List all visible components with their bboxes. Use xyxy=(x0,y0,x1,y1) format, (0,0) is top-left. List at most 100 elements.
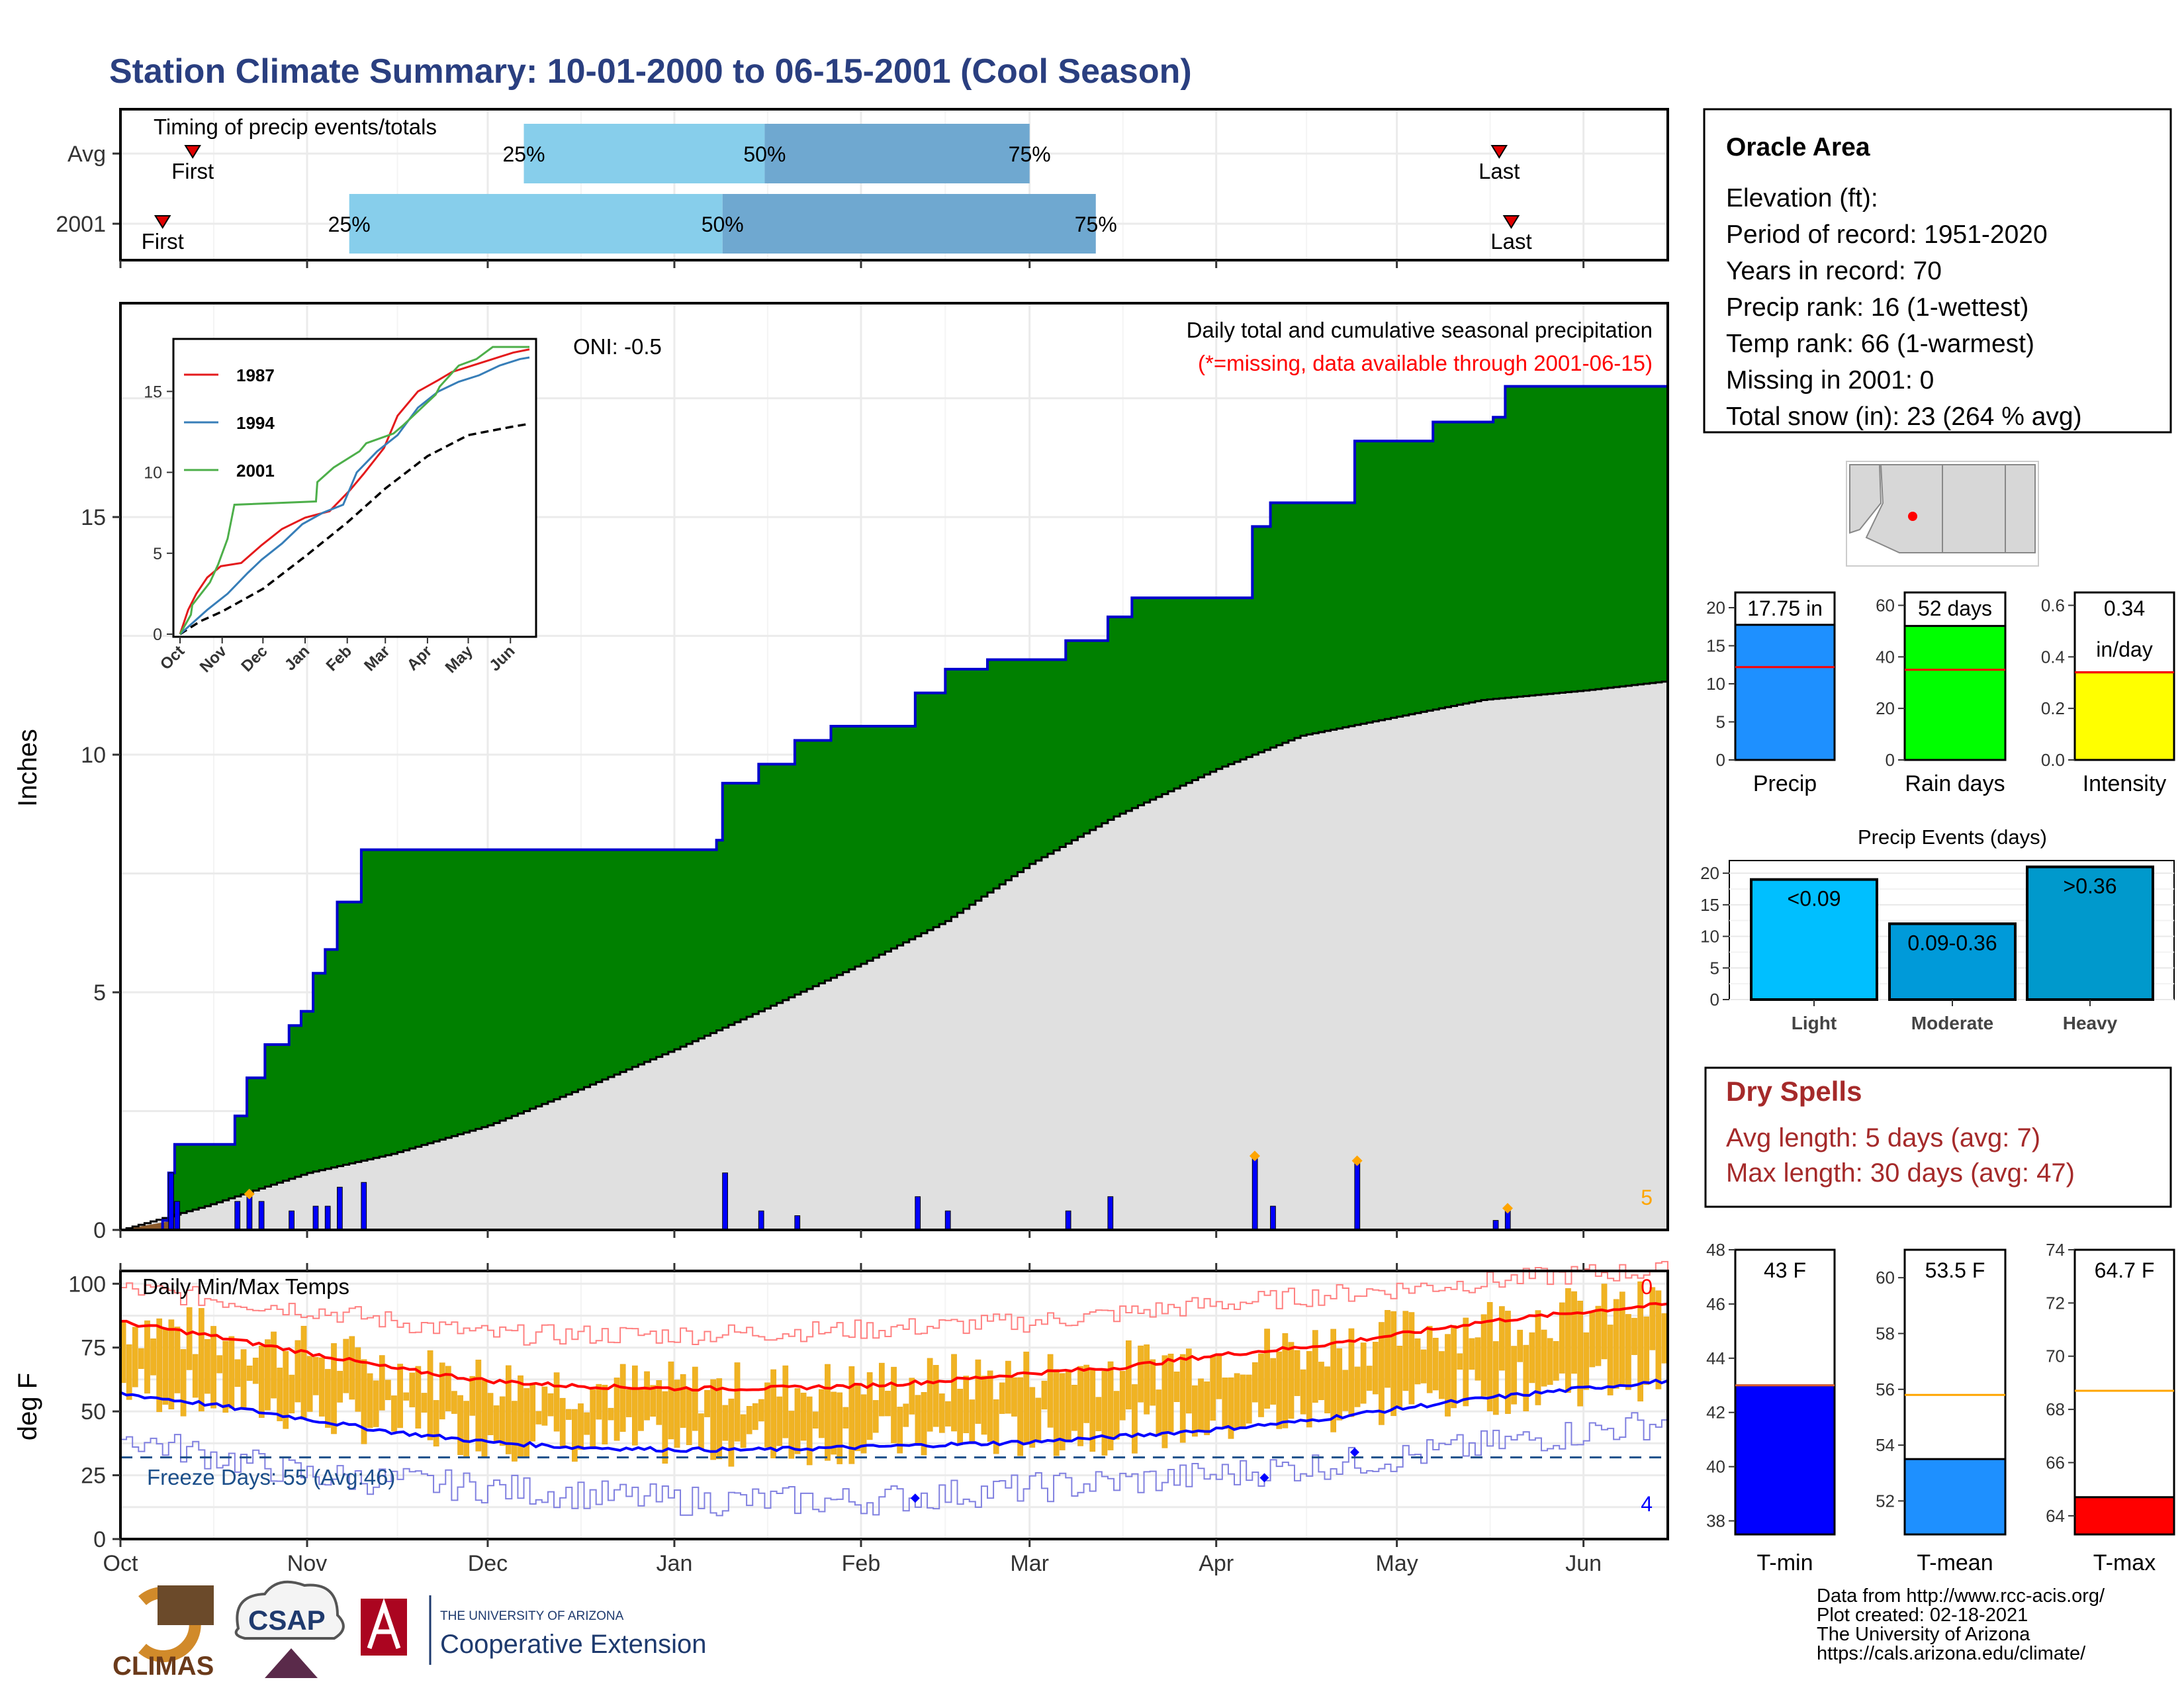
daily-temp-bar xyxy=(1559,1302,1565,1374)
timing-frame xyxy=(119,108,1669,261)
daily-temp-bar xyxy=(325,1369,331,1428)
month-tick-label: Jun xyxy=(1565,1551,1602,1576)
daily-temp-bar xyxy=(529,1384,536,1442)
daily-temp-bar xyxy=(831,1391,837,1455)
summary-bar-tick-label: 5 xyxy=(1716,712,1725,732)
station-name: Oracle Area xyxy=(1726,133,1870,162)
timing-label: Timing of precip events/totals xyxy=(154,115,437,139)
daily-temp-bar xyxy=(1613,1299,1619,1389)
map-region-ca xyxy=(1849,464,1882,534)
timing-first-marker xyxy=(154,215,171,229)
daily-temp-bar xyxy=(361,1359,367,1444)
footer-line: https://cals.arizona.edu/climate/ xyxy=(1817,1643,2086,1664)
event-bar-label: >0.36 xyxy=(2064,874,2117,898)
temps-y-tick-label: 100 xyxy=(68,1272,106,1297)
daily-temp-bar xyxy=(842,1407,849,1429)
summary-bar-rain-days xyxy=(1903,625,2007,761)
daily-temp-bar xyxy=(457,1395,463,1455)
temps-label: Daily Min/Max Temps xyxy=(142,1274,349,1299)
daily-temp-bar xyxy=(337,1370,343,1403)
daily-temp-bar xyxy=(891,1366,897,1444)
inset-x-tick-label: May xyxy=(442,642,477,677)
daily-precip-bar xyxy=(324,1205,331,1231)
daily-temp-bar xyxy=(445,1366,451,1411)
daily-temp-bar xyxy=(1228,1377,1234,1439)
daily-temp-bar xyxy=(764,1382,770,1448)
daily-temp-bar xyxy=(668,1361,674,1440)
temp-bar-tick-label: 52 xyxy=(1876,1491,1895,1511)
daily-temp-bar xyxy=(1077,1366,1083,1446)
footer-line: The University of Arizona xyxy=(1817,1624,2030,1645)
daily-temp-bar xyxy=(1390,1311,1396,1417)
ua-letter-a xyxy=(367,1598,401,1650)
map-region-nm xyxy=(1942,464,2006,553)
daily-temp-bar xyxy=(487,1393,494,1436)
daily-temp-bar xyxy=(156,1318,163,1413)
summary-bar-tick-label: 40 xyxy=(1876,647,1895,667)
record-daily-marker xyxy=(1502,1203,1514,1214)
daily-temp-bar xyxy=(698,1413,704,1449)
daily-temp-bar xyxy=(216,1355,222,1374)
temp-bar-tick-label: 58 xyxy=(1876,1323,1895,1343)
temp-bar-value: 53.5 F xyxy=(1925,1258,1985,1282)
daily-temp-bar xyxy=(885,1391,891,1417)
daily-temp-bar xyxy=(969,1399,976,1442)
timing-pct-label: 75% xyxy=(1009,142,1051,166)
station-line: Total snow (in): 23 (264 % avg) xyxy=(1726,402,2082,431)
summary-bar-charts: 17.75 in Precip 0 5 10 15 20 52 days Rain days 0 2… xyxy=(1706,591,2175,796)
daily-temp-bar xyxy=(644,1371,650,1421)
daily-temp-bar xyxy=(752,1403,758,1430)
daily-temp-bar xyxy=(1619,1291,1625,1386)
station-line: Elevation (ft): xyxy=(1726,184,1878,212)
daily-temp-bar xyxy=(1125,1340,1132,1410)
summary-bar-label: Rain days xyxy=(1905,771,2005,796)
daily-temp-bar xyxy=(860,1394,867,1454)
temp-bar-tick-label: 64 xyxy=(2046,1506,2065,1526)
daily-temp-bar xyxy=(1480,1314,1487,1397)
daily-temp-bar xyxy=(999,1382,1005,1414)
ua-logo: THE UNIVERSITY OF ARIZONA Cooperative Ex… xyxy=(361,1595,706,1665)
daily-temp-bar xyxy=(1216,1353,1222,1399)
timing-last-marker xyxy=(1502,215,1520,229)
daily-temp-bar xyxy=(1258,1353,1264,1417)
daily-temp-bar xyxy=(433,1400,439,1447)
daily-precip-bar xyxy=(337,1186,343,1231)
locator-map xyxy=(1846,461,2039,567)
daily-temp-bar xyxy=(277,1368,283,1421)
daily-temp-bar xyxy=(981,1376,987,1435)
inset-legend-label: 1994 xyxy=(236,413,275,433)
events-tick-label: 0 xyxy=(1710,990,1719,1009)
daily-temp-bar xyxy=(168,1319,175,1410)
daily-precip-bar xyxy=(234,1201,241,1231)
daily-temp-bar xyxy=(848,1366,855,1464)
event-category-label: Light xyxy=(1792,1013,1837,1033)
footer-line: Plot created: 02-18-2021 xyxy=(1817,1605,2028,1626)
daily-precip-bar xyxy=(794,1215,801,1231)
daily-temp-bar xyxy=(300,1325,307,1420)
daily-precip-bar xyxy=(168,1172,175,1231)
timing-pct-label: 25% xyxy=(502,142,545,166)
daily-temp-bar xyxy=(608,1407,614,1421)
daily-temp-bar xyxy=(439,1362,445,1420)
summary-bar-tick-label: 0 xyxy=(1886,750,1895,770)
daily-temp-bar xyxy=(1198,1378,1204,1432)
record-daily-marker xyxy=(1351,1155,1363,1166)
inset-x-tick-label: Jun xyxy=(486,642,518,675)
timing-pct-label: 75% xyxy=(1075,212,1117,236)
daily-temp-bar xyxy=(481,1380,488,1457)
daily-temp-bar xyxy=(1607,1325,1614,1395)
daily-temp-bar xyxy=(1023,1351,1030,1443)
station-info-box: Oracle Area Elevation (ft): Period of re… xyxy=(1703,108,2172,434)
daily-temp-bar xyxy=(1053,1369,1060,1456)
daily-temp-bar xyxy=(306,1356,313,1412)
daily-precip-bar xyxy=(944,1210,951,1231)
temp-bar-t-min xyxy=(1734,1384,1836,1536)
avg-min-line xyxy=(120,1378,1668,1453)
summary-bar-tick-label: 0.6 xyxy=(2041,595,2065,615)
dry-spells-box: Dry Spells Avg length: 5 days (avg: 7) M… xyxy=(1704,1066,2172,1208)
daily-temp-bar xyxy=(1601,1284,1608,1360)
daily-temp-bar xyxy=(1492,1341,1499,1415)
temp-bar-tick-label: 48 xyxy=(1706,1240,1725,1260)
summary-bar-value-unit: in/day xyxy=(2096,637,2152,661)
daily-temp-bar xyxy=(975,1359,981,1424)
